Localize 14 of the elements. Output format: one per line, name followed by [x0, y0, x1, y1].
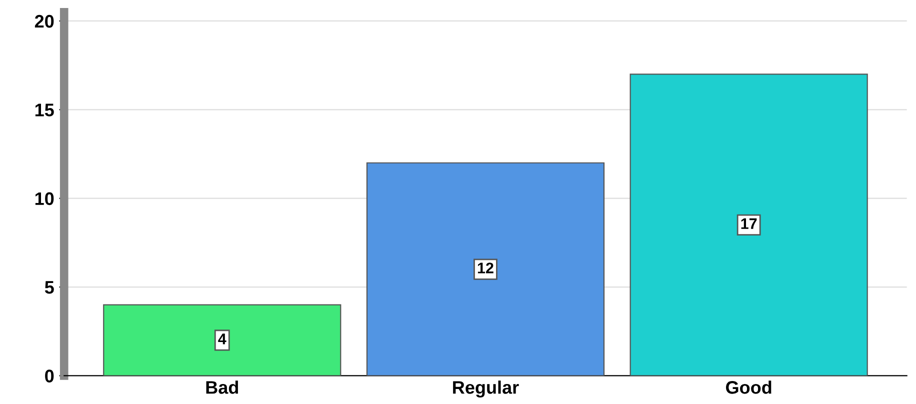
y-tick-label: 10: [35, 192, 54, 206]
data-label: 12: [478, 262, 494, 274]
data-label: 17: [741, 218, 757, 229]
bar: [366, 162, 605, 376]
x-tick-label: Bad: [206, 380, 238, 394]
x-tick-label: Good: [726, 380, 772, 394]
x-tick-label: Regular: [453, 380, 519, 398]
bar: [103, 304, 342, 376]
y-tick-label: 15: [35, 104, 54, 116]
data-label: 4: [218, 334, 226, 344]
bar: [630, 74, 868, 376]
y-tick-label: 5: [44, 281, 54, 294]
y-tick-label: 20: [34, 14, 54, 28]
y-tick-label: 0: [45, 370, 54, 382]
